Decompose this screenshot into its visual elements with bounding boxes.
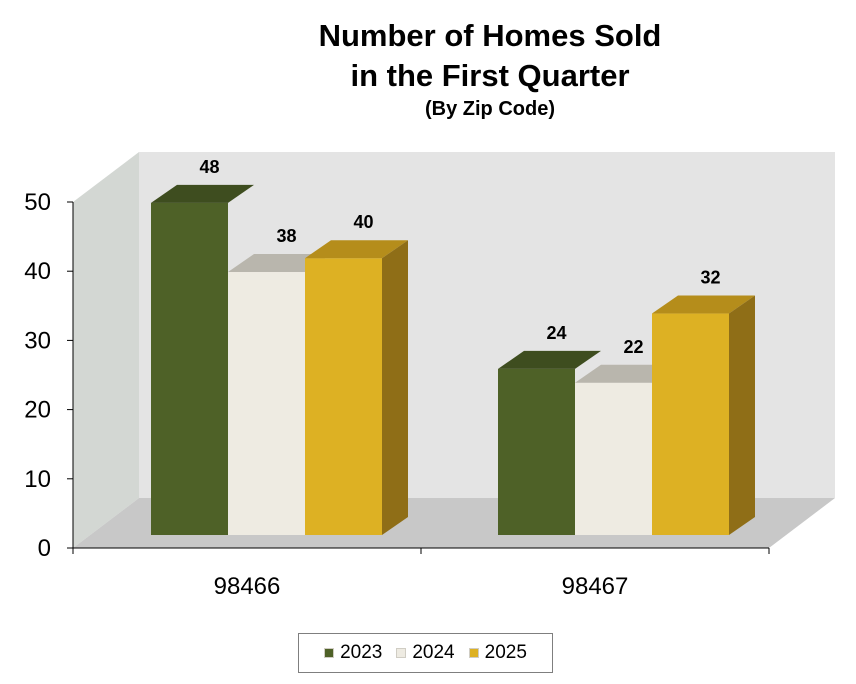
- side-wall: [73, 152, 139, 548]
- chart-title: Number of Homes Sold: [318, 18, 662, 53]
- y-tick-label: 10: [24, 466, 51, 493]
- bar-top: [305, 240, 408, 259]
- chart-title-line2: in the First Quarter: [350, 58, 630, 93]
- y-tick-label: 20: [24, 397, 51, 424]
- bar-top: [498, 350, 601, 369]
- bar-front: [498, 368, 575, 535]
- data-label: 32: [700, 268, 720, 288]
- legend-item-2023: 2023: [324, 642, 382, 664]
- legend-label-2024: 2024: [412, 642, 455, 663]
- legend-item-2024: 2024: [396, 642, 455, 664]
- data-label: 40: [353, 212, 373, 232]
- bar-top: [652, 295, 755, 314]
- x-tick-label: 98467: [562, 573, 629, 600]
- y-tick-label: 50: [24, 189, 51, 216]
- bar: [575, 364, 678, 535]
- bar: [652, 295, 755, 535]
- bar-front: [575, 382, 652, 535]
- legend-label-2025: 2025: [484, 642, 527, 663]
- bar: [151, 184, 254, 535]
- legend-label-2023: 2023: [340, 642, 383, 663]
- legend-swatch-2025: [468, 648, 479, 658]
- bar: [498, 350, 601, 535]
- legend: 2023 2024 2025: [298, 633, 553, 673]
- y-tick-label: 30: [24, 327, 51, 354]
- y-tick-label: 40: [24, 258, 51, 285]
- bar-front: [305, 258, 382, 535]
- bar-side: [382, 240, 408, 535]
- bar-side: [729, 295, 755, 535]
- data-label: 22: [623, 337, 643, 357]
- data-label: 38: [276, 226, 296, 246]
- bar: [305, 240, 408, 535]
- bar-front: [228, 272, 305, 535]
- data-label: 48: [199, 157, 219, 177]
- y-tick-label: 0: [38, 535, 51, 562]
- chart-subtitle: (By Zip Code): [425, 98, 555, 120]
- bar-front: [151, 202, 228, 535]
- x-tick-label: 98466: [214, 573, 281, 600]
- legend-item-2025: 2025: [468, 642, 527, 664]
- bar-top: [151, 184, 254, 203]
- data-label: 24: [546, 323, 566, 343]
- legend-swatch-2023: [324, 648, 335, 658]
- bar-front: [652, 313, 729, 535]
- legend-swatch-2024: [396, 648, 407, 658]
